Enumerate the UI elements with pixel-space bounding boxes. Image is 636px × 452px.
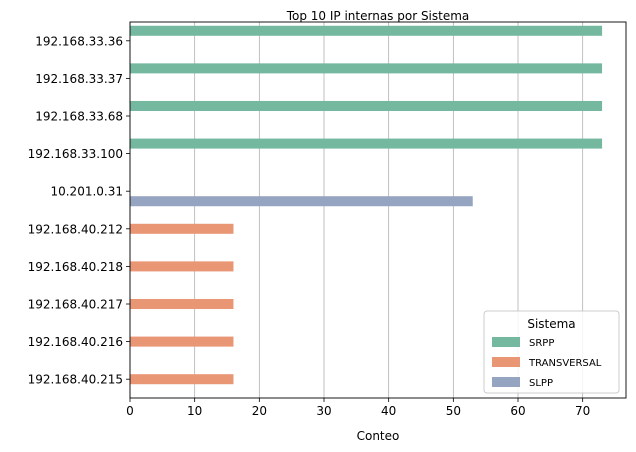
y-tick-label: 192.168.40.216 [28,335,123,349]
y-tick-label: 192.168.40.212 [28,222,123,236]
grid [129,22,584,398]
legend: Sistema SRPP TRANSVERSAL SLPP [483,310,620,394]
legend-label-slpp: SLPP [529,378,553,389]
y-axis-ticks: 192.168.33.36 192.168.33.37 192.168.33.68 1… [28,34,130,387]
x-tick-label: 60 [510,404,525,418]
x-tick-label: 30 [316,404,331,418]
y-tick-label: 192.168.40.215 [28,373,123,387]
y-tick-label: 192.168.40.217 [28,298,123,312]
x-axis-label: Conteo [357,429,400,443]
y-tick-label: 192.168.40.218 [28,260,123,274]
bar-transversal-9 [130,374,234,385]
y-tick-label: 192.168.33.68 [35,110,123,124]
legend-title: Sistema [527,317,575,331]
x-tick-label: 10 [187,404,202,418]
legend-swatch-slpp [492,377,520,387]
x-tick-label: 40 [381,404,396,418]
bar-srpp-2 [130,100,603,111]
bar-srpp-1 [130,63,603,74]
legend-swatch-srpp [492,337,520,347]
plot-frame [129,21,627,399]
bar-transversal-6 [130,261,234,272]
legend-label-transversal: TRANSVERSAL [528,358,602,369]
bar-srpp-0 [130,25,603,36]
legend-swatch-transversal [492,357,520,367]
legend-frame [483,310,620,394]
y-tick-label: 192.168.33.36 [35,34,123,48]
legend-label-srpp: SRPP [529,338,554,349]
x-axis-ticks: 0 10 20 30 40 50 60 70 [126,398,590,418]
y-tick-label: 192.168.33.100 [28,147,123,161]
y-tick-label: 10.201.0.31 [50,185,123,199]
chart-title: Top 10 IP internas por Sistema [286,9,470,23]
bar-transversal-7 [130,298,234,310]
x-tick-label: 70 [575,404,590,418]
bar-transversal-5 [130,223,234,234]
x-tick-label: 20 [252,404,267,418]
x-tick-label: 0 [126,404,134,418]
y-tick-label: 192.168.33.37 [35,72,123,86]
x-tick-label: 50 [446,404,461,418]
bars [130,25,603,385]
bar-transversal-8 [130,336,234,347]
bar-slpp-4 [130,196,473,207]
bar-srpp-3 [130,138,603,149]
